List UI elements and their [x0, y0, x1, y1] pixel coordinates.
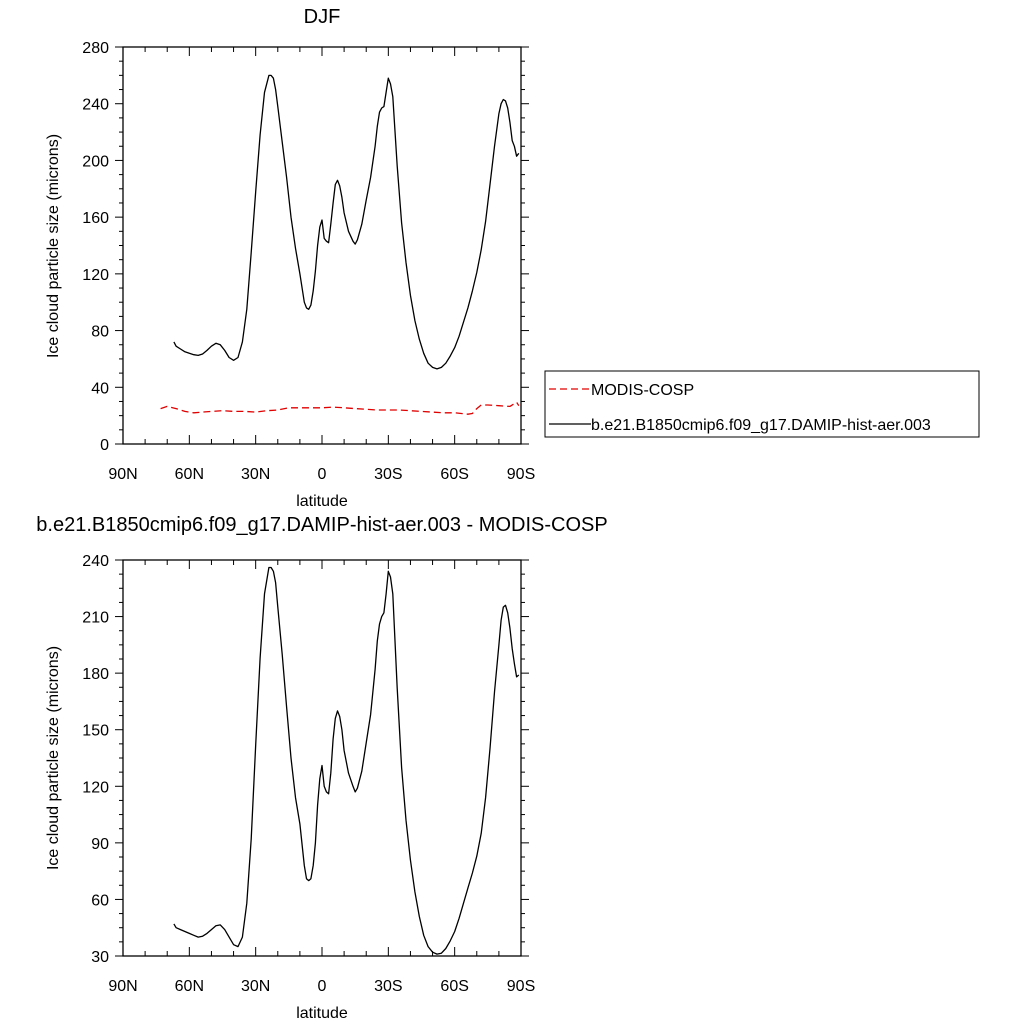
x-tick-label: 30N	[241, 466, 270, 483]
top-chart-title: DJF	[304, 6, 341, 28]
x-tick-label: 90N	[108, 466, 137, 483]
bottom-axis-ticks: 90N 60N 30N 0 30S 60S 90S 30 60 90 120 150 180 210 240	[82, 553, 535, 995]
y-tick-label: 30	[91, 949, 109, 966]
legend-box	[544, 370, 980, 438]
x-tick-label: 90S	[507, 466, 535, 483]
series-line-model	[173, 74, 520, 370]
bottom-y-axis-label: Ice cloud particle size (microns)	[45, 646, 62, 870]
y-tick-label: 160	[82, 210, 109, 227]
y-tick-label: 240	[82, 553, 109, 570]
y-tick-label: 40	[91, 380, 109, 397]
x-tick-label: 30S	[374, 466, 402, 483]
y-tick-label: 0	[100, 437, 109, 454]
x-tick-label: 0	[318, 978, 327, 995]
x-tick-label: 90S	[507, 978, 535, 995]
y-tick-label: 150	[82, 723, 109, 740]
bottom-chart-title: b.e21.B1850cmip6.f09_g17.DAMIP-hist-aer.…	[36, 514, 607, 536]
chart-panel-top: DJF 90N 60N 30N 0 30S 60S 90S 0 40 80 120 160 200 240…	[45, 6, 535, 510]
top-x-axis-label: latitude	[296, 493, 348, 510]
top-y-axis-label: Ice cloud particle size (microns)	[45, 134, 62, 358]
y-tick-label: 60	[91, 892, 109, 909]
bottom-plot-frame	[122, 559, 522, 957]
y-tick-label: 240	[82, 97, 109, 114]
x-tick-label: 30N	[241, 978, 270, 995]
y-tick-label: 210	[82, 610, 109, 627]
y-tick-label: 200	[82, 153, 109, 170]
series-line-modis	[160, 401, 520, 415]
top-axis-ticks: 90N 60N 30N 0 30S 60S 90S 0 40 80 120 160 200 240 280	[82, 40, 535, 483]
bottom-series-lines	[173, 566, 520, 955]
x-tick-label: 30S	[374, 978, 402, 995]
top-series-lines	[160, 74, 520, 415]
top-plot-frame	[122, 46, 522, 445]
y-tick-label: 280	[82, 40, 109, 57]
y-tick-label: 180	[82, 666, 109, 683]
x-tick-label: 60S	[440, 466, 468, 483]
y-tick-label: 90	[91, 836, 109, 853]
chart-panel-bottom: b.e21.B1850cmip6.f09_g17.DAMIP-hist-aer.…	[36, 514, 607, 1022]
x-tick-label: 60S	[440, 978, 468, 995]
y-tick-label: 120	[82, 779, 109, 796]
chart-legend: MODIS-COSP b.e21.B1850cmip6.f09_g17.DAMI…	[544, 370, 980, 438]
y-tick-label: 120	[82, 267, 109, 284]
y-tick-label: 80	[91, 324, 109, 341]
x-tick-label: 60N	[175, 466, 204, 483]
series-line-model	[173, 566, 520, 955]
bottom-x-axis-label: latitude	[296, 1005, 348, 1022]
x-tick-label: 0	[318, 466, 327, 483]
x-tick-label: 90N	[108, 978, 137, 995]
x-tick-label: 60N	[175, 978, 204, 995]
legend-label-modis: MODIS-COSP	[591, 382, 694, 399]
legend-label-model: b.e21.B1850cmip6.f09_g17.DAMIP-hist-aer.…	[591, 417, 931, 434]
